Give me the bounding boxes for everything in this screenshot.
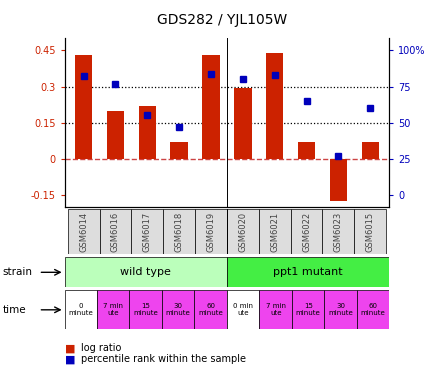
- Bar: [129, 290, 162, 329]
- Bar: [227, 290, 259, 329]
- Bar: [227, 209, 259, 254]
- Bar: [266, 53, 283, 159]
- Text: GSM6014: GSM6014: [79, 212, 88, 251]
- Bar: [354, 209, 386, 254]
- Bar: [195, 209, 227, 254]
- Bar: [131, 209, 163, 254]
- Bar: [202, 55, 220, 159]
- Bar: [65, 290, 97, 329]
- Bar: [75, 55, 93, 159]
- Text: wild type: wild type: [120, 267, 171, 277]
- Text: 30
minute: 30 minute: [166, 303, 190, 316]
- Text: GSM6020: GSM6020: [239, 212, 247, 251]
- Bar: [170, 142, 188, 159]
- Text: GSM6015: GSM6015: [366, 212, 375, 251]
- Text: 15
minute: 15 minute: [134, 303, 158, 316]
- Text: log ratio: log ratio: [81, 343, 122, 354]
- Bar: [162, 290, 194, 329]
- Bar: [100, 209, 131, 254]
- Bar: [259, 290, 292, 329]
- Bar: [357, 290, 389, 329]
- Text: GSM6018: GSM6018: [175, 212, 184, 251]
- Bar: [194, 290, 227, 329]
- Bar: [227, 257, 389, 287]
- Bar: [291, 209, 323, 254]
- Text: strain: strain: [2, 267, 32, 277]
- Text: 30
minute: 30 minute: [328, 303, 353, 316]
- Text: GSM6022: GSM6022: [302, 212, 311, 251]
- Text: 0 min
ute: 0 min ute: [233, 303, 253, 316]
- Bar: [97, 290, 129, 329]
- Text: 60
minute: 60 minute: [361, 303, 385, 316]
- Bar: [361, 142, 379, 159]
- Bar: [292, 290, 324, 329]
- Text: percentile rank within the sample: percentile rank within the sample: [81, 354, 247, 365]
- Text: ppt1 mutant: ppt1 mutant: [273, 267, 343, 277]
- Text: GSM6017: GSM6017: [143, 212, 152, 251]
- Text: GSM6023: GSM6023: [334, 212, 343, 251]
- Text: time: time: [2, 305, 26, 315]
- Bar: [234, 88, 251, 159]
- Bar: [163, 209, 195, 254]
- Text: GSM6021: GSM6021: [270, 212, 279, 251]
- Bar: [68, 209, 100, 254]
- Text: GSM6019: GSM6019: [206, 212, 215, 251]
- Text: 7 min
ute: 7 min ute: [266, 303, 286, 316]
- Bar: [323, 209, 354, 254]
- Bar: [107, 111, 124, 159]
- Bar: [65, 257, 227, 287]
- Text: 0
minute: 0 minute: [69, 303, 93, 316]
- Bar: [138, 106, 156, 159]
- Bar: [298, 142, 316, 159]
- Bar: [259, 209, 291, 254]
- Text: 15
minute: 15 minute: [296, 303, 320, 316]
- Text: ■: ■: [65, 343, 75, 354]
- Text: 60
minute: 60 minute: [198, 303, 223, 316]
- Bar: [330, 159, 347, 201]
- Text: GDS282 / YJL105W: GDS282 / YJL105W: [158, 13, 287, 27]
- Text: GSM6016: GSM6016: [111, 212, 120, 251]
- Text: ■: ■: [65, 354, 75, 365]
- Text: 7 min
ute: 7 min ute: [103, 303, 123, 316]
- Bar: [324, 290, 357, 329]
